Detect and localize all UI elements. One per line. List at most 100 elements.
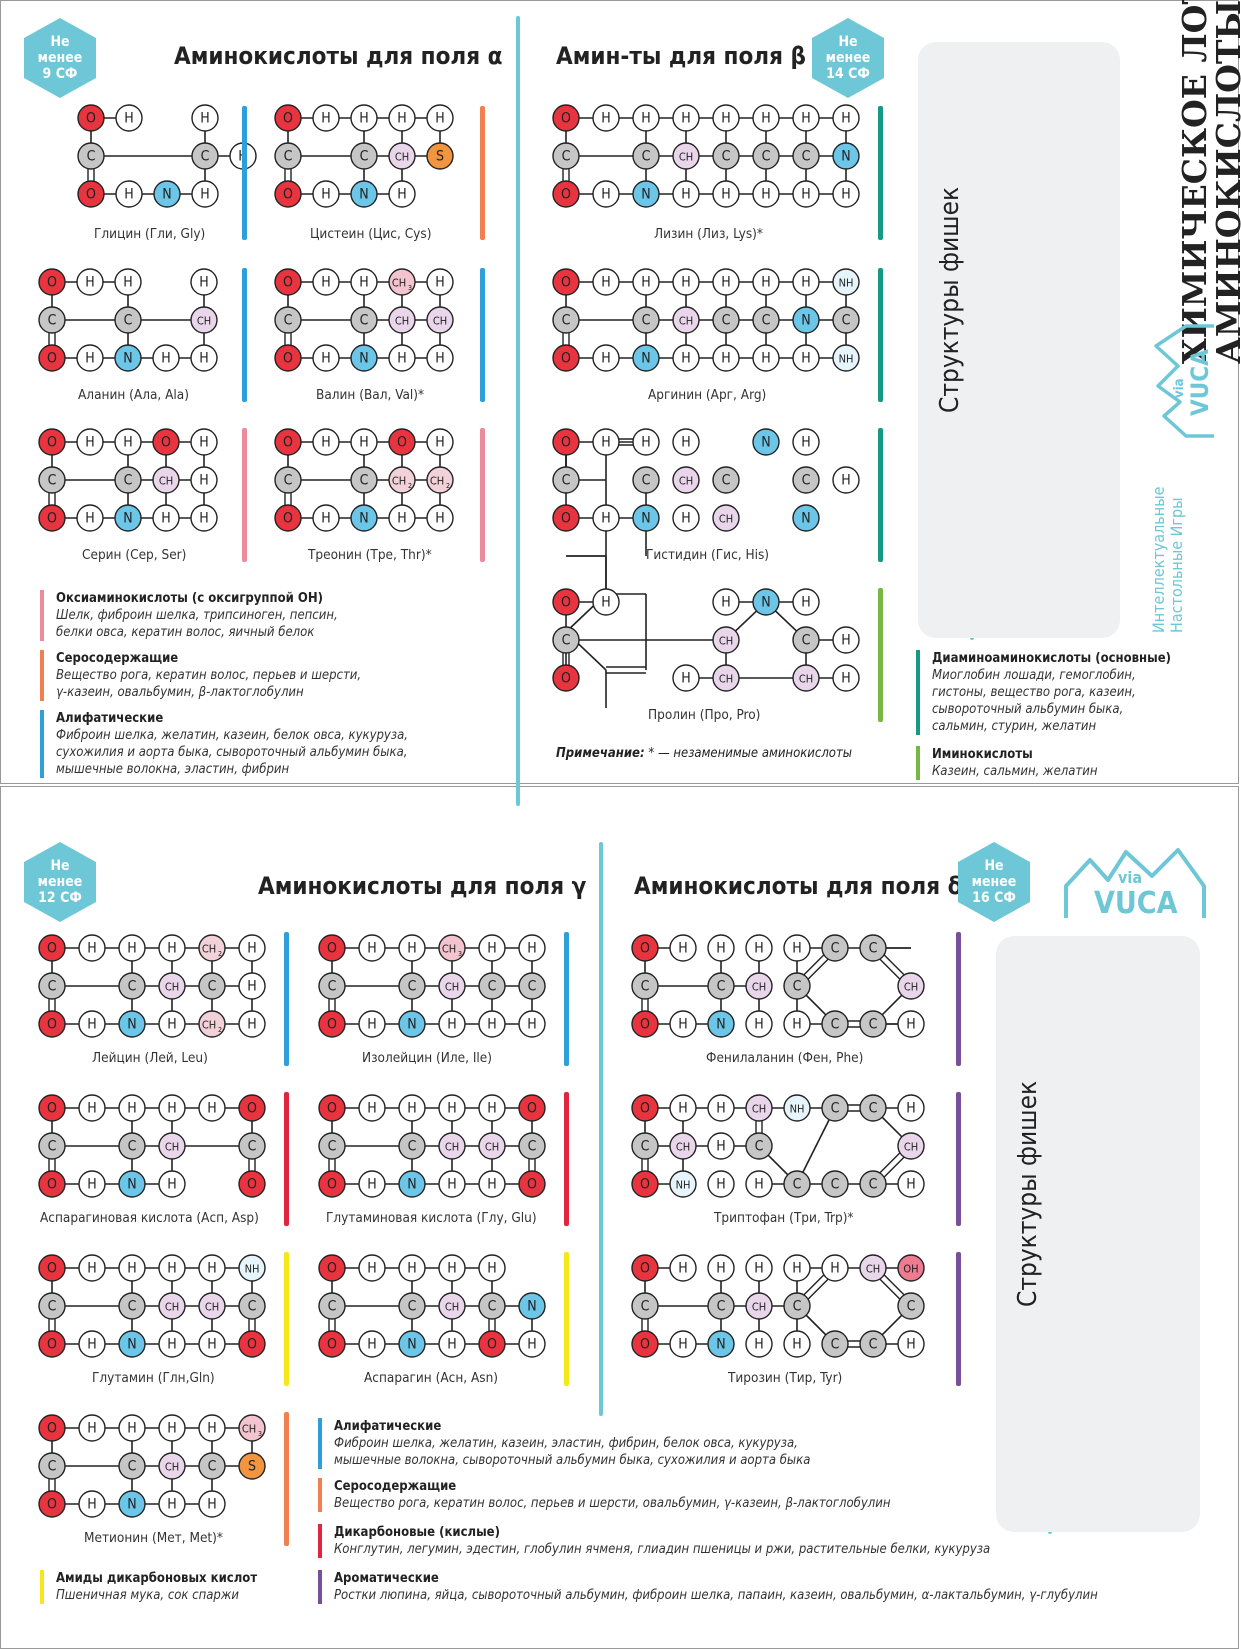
svg-text:H: H: [906, 1101, 915, 1117]
svg-text:H: H: [792, 1337, 801, 1353]
name-leu: Лейцин (Лей, Leu): [92, 1050, 208, 1066]
svg-text:H: H: [397, 351, 406, 367]
atom-c: C: [38, 1452, 66, 1480]
svg-text:H: H: [841, 473, 850, 489]
atom-ch: CH: [190, 306, 218, 334]
svg-text:N: N: [127, 1337, 136, 1353]
svg-text:C: C: [562, 149, 571, 165]
note-line: сывороточный альбумин быка,: [932, 702, 1124, 717]
svg-text:C: C: [642, 313, 651, 329]
svg-text:H: H: [681, 351, 690, 367]
group-bar: [480, 428, 485, 562]
svg-text:N: N: [359, 351, 368, 367]
atom-o: O: [274, 104, 302, 132]
atom-n: N: [350, 180, 378, 208]
svg-text:CH: CH: [676, 1141, 690, 1154]
atom-c: C: [631, 1292, 659, 1320]
atom-n: N: [792, 504, 820, 532]
svg-text:CH: CH: [752, 1103, 766, 1116]
atom-c: C: [859, 1170, 887, 1198]
svg-text:C: C: [528, 979, 537, 995]
svg-text:C: C: [284, 149, 293, 165]
svg-text:C: C: [831, 1101, 840, 1117]
svg-text:H: H: [601, 595, 610, 611]
svg-text:CH: CH: [719, 635, 733, 648]
atom-h: H: [190, 504, 218, 532]
svg-text:C: C: [360, 313, 369, 329]
svg-text:NH: NH: [676, 1179, 691, 1192]
note-title: Иминокислоты: [932, 747, 1033, 762]
brand-line: Интеллектуальные: [1149, 486, 1168, 633]
atom-h: H: [707, 1254, 735, 1282]
badge-line: менее: [825, 50, 871, 66]
svg-text:H: H: [127, 1101, 136, 1117]
atom-h: H: [312, 104, 340, 132]
atom-h: H: [198, 1094, 226, 1122]
atom-c: C: [792, 626, 820, 654]
svg-text:N: N: [527, 1299, 536, 1315]
svg-text:H: H: [447, 1017, 456, 1033]
svg-text:CH: CH: [719, 673, 733, 686]
note-title: Диаминоаминокислоты (основные): [932, 651, 1171, 666]
atom-h: H: [78, 1490, 106, 1518]
atom-h: H: [191, 104, 219, 132]
svg-text:H: H: [321, 187, 330, 203]
svg-text:O: O: [47, 1177, 57, 1193]
svg-text:O: O: [283, 275, 293, 291]
name-pro: Пролин (Про, Pro): [648, 707, 761, 723]
svg-text:C: C: [248, 1139, 257, 1155]
mountain-icon: [1064, 848, 1206, 918]
atom-h: H: [592, 104, 620, 132]
atom-c: C: [897, 1292, 925, 1320]
svg-text:H: H: [359, 275, 368, 291]
svg-text:C: C: [831, 1337, 840, 1353]
atom-o: O: [77, 104, 105, 132]
atom-o: O: [238, 1170, 266, 1198]
svg-text:H: H: [207, 1337, 216, 1353]
atom-h: H: [792, 104, 820, 132]
brand-small: Интеллектуальные Настольные Игры: [1149, 453, 1186, 633]
svg-text:C: C: [48, 473, 57, 489]
atom-o: O: [631, 1170, 659, 1198]
svg-text:N: N: [359, 511, 368, 527]
atom-o: O: [152, 428, 180, 456]
svg-text:O: O: [640, 1261, 650, 1277]
group-bar: [284, 1412, 289, 1546]
svg-text:H: H: [199, 511, 208, 527]
atom-h: H: [76, 268, 104, 296]
svg-text:CH: CH: [679, 475, 693, 488]
atom-ch: CH: [152, 466, 180, 494]
atom-h: H: [672, 504, 700, 532]
svg-text:C: C: [762, 149, 771, 165]
svg-text:C: C: [842, 313, 851, 329]
svg-text:C: C: [408, 1299, 417, 1315]
atom-h: H: [712, 588, 740, 616]
atom-o: O: [38, 504, 66, 532]
divider-top: [516, 16, 520, 806]
svg-text:H: H: [801, 275, 810, 291]
note-title: Серосодержащие: [56, 651, 179, 666]
svg-text:O: O: [640, 1017, 650, 1033]
svg-text:C: C: [869, 1101, 878, 1117]
side-title: ХИМИЧЕСКОЕ ЛОТО АМИНОКИСЛОТЫ: [1175, 0, 1241, 364]
svg-text:O: O: [561, 435, 571, 451]
svg-text:H: H: [85, 435, 94, 451]
atom-c: C: [77, 142, 105, 170]
atom-c: C: [238, 1132, 266, 1160]
atom-h: H: [669, 1010, 697, 1038]
svg-text:C: C: [284, 473, 293, 489]
svg-text:CH: CH: [242, 1423, 256, 1436]
atom-c: C: [552, 142, 580, 170]
group-bar: [564, 932, 569, 1066]
atom-h: H: [632, 428, 660, 456]
alpha-badge: Не менее 9 СФ: [24, 18, 96, 98]
atom-h: H: [672, 180, 700, 208]
note-b-arom: Ароматические Ростки люпина, яйца, сывор…: [318, 1570, 1098, 1604]
atom-h: H: [152, 344, 180, 372]
svg-text:C: C: [128, 1139, 137, 1155]
legend-bottom: [996, 936, 1200, 1532]
atom-h: H: [897, 1010, 925, 1038]
atom-c: C: [821, 1094, 849, 1122]
atom-ch: CH: [388, 142, 416, 170]
atom-ch: CH: [745, 972, 773, 1000]
